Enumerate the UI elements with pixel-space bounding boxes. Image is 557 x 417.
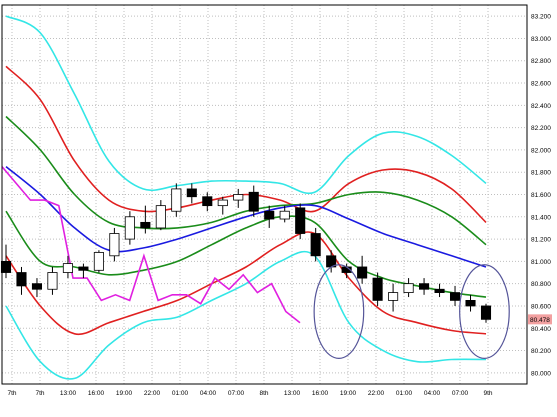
x-tick-label: 7th — [35, 390, 44, 397]
x-tick-label: 22:00 — [368, 390, 385, 397]
y-tick-label: 81.000 — [531, 259, 551, 266]
candle-up — [279, 210, 290, 220]
candle-down — [419, 283, 430, 290]
y-tick-label: 80.800 — [531, 281, 551, 288]
y-tick-label: 82.200 — [531, 125, 551, 132]
band-line-1 — [5, 65, 487, 223]
candle-up — [62, 263, 73, 273]
candle-down — [434, 288, 445, 293]
candle-down — [16, 272, 27, 287]
candle-down — [140, 221, 151, 229]
candle-up — [47, 272, 58, 290]
x-tick-label: 13:00 — [284, 390, 301, 397]
annotation-ellipse — [313, 264, 365, 359]
annotation-ellipse — [459, 264, 510, 359]
y-tick-label: 83.200 — [531, 14, 551, 21]
band-line-2 — [5, 115, 487, 246]
candle-down — [372, 277, 383, 301]
y-tick-label: 80.400 — [531, 326, 551, 333]
candle-down — [78, 266, 89, 271]
candle-up — [155, 205, 166, 229]
annotation-ellipses — [313, 264, 510, 359]
x-tick-label: 19:00 — [116, 390, 133, 397]
y-tick-label: 80.000 — [531, 370, 551, 377]
candle-down — [31, 283, 43, 290]
x-tick-label: 8th — [259, 390, 268, 397]
x-tick-label: 16:00 — [88, 390, 105, 397]
y-tick-label: 81.200 — [531, 237, 551, 244]
candle-down — [310, 233, 321, 257]
y-tick-label: 81.600 — [531, 192, 551, 199]
candle-down — [264, 210, 275, 220]
candle-up — [388, 292, 399, 301]
current-price-label: 80.478 — [530, 317, 550, 324]
y-tick-label: 80.200 — [531, 348, 551, 355]
band-line-0 — [5, 15, 487, 195]
y-tick-label: 82.600 — [531, 81, 551, 88]
candle-up — [403, 283, 414, 293]
x-tick-label: 01:00 — [172, 390, 189, 397]
plot-border — [1, 4, 528, 385]
y-tick-label: 81.800 — [531, 170, 551, 177]
candle-down — [465, 299, 476, 307]
candlesticks — [0, 183, 492, 323]
candle-down — [202, 196, 213, 207]
y-tick-label: 81.400 — [531, 214, 551, 221]
candle-up — [233, 194, 244, 201]
x-tick-label: 01:00 — [396, 390, 413, 397]
x-tick-label: 04:00 — [200, 390, 217, 397]
candle-up — [171, 188, 182, 212]
x-tick-label: 04:00 — [424, 390, 441, 397]
candle-up — [109, 233, 120, 257]
candle-down — [0, 260, 12, 273]
band-line-3 — [5, 165, 487, 268]
x-tick-label: 13:00 — [60, 390, 77, 397]
candle-up — [124, 216, 135, 240]
indicator-lines — [1, 15, 487, 380]
x-tick-label: 22:00 — [144, 390, 161, 397]
candle-down — [449, 292, 461, 301]
band-line-5 — [5, 231, 487, 336]
candle-down — [480, 305, 492, 320]
x-tick-label: 9th — [483, 390, 492, 397]
y-tick-label: 80.600 — [531, 303, 551, 310]
lagging-line — [1, 166, 301, 324]
candle-down — [357, 266, 368, 279]
x-tick-label: 07:00 — [452, 390, 469, 397]
y-tick-label: 83.000 — [531, 36, 551, 43]
candle-down — [295, 207, 306, 234]
y-tick-label: 82.400 — [531, 103, 551, 110]
current-price-marker — [528, 314, 552, 325]
band-line-6 — [5, 250, 487, 380]
candle-down — [186, 188, 197, 198]
candle-up — [93, 252, 104, 271]
x-tick-label: 07:00 — [228, 390, 245, 397]
y-tick-label: 82.800 — [531, 58, 551, 65]
x-tick-label: 16:00 — [312, 390, 329, 397]
candle-down — [248, 191, 259, 212]
y-tick-label: 82.000 — [531, 147, 551, 154]
candle-up — [217, 199, 228, 207]
axes: 80.000 80.200 80.400 80.600 80.800 81.000 81.2… — [1, 4, 552, 397]
x-tick-label: 19:00 — [340, 390, 357, 397]
x-tick-label: 7th — [7, 390, 16, 397]
